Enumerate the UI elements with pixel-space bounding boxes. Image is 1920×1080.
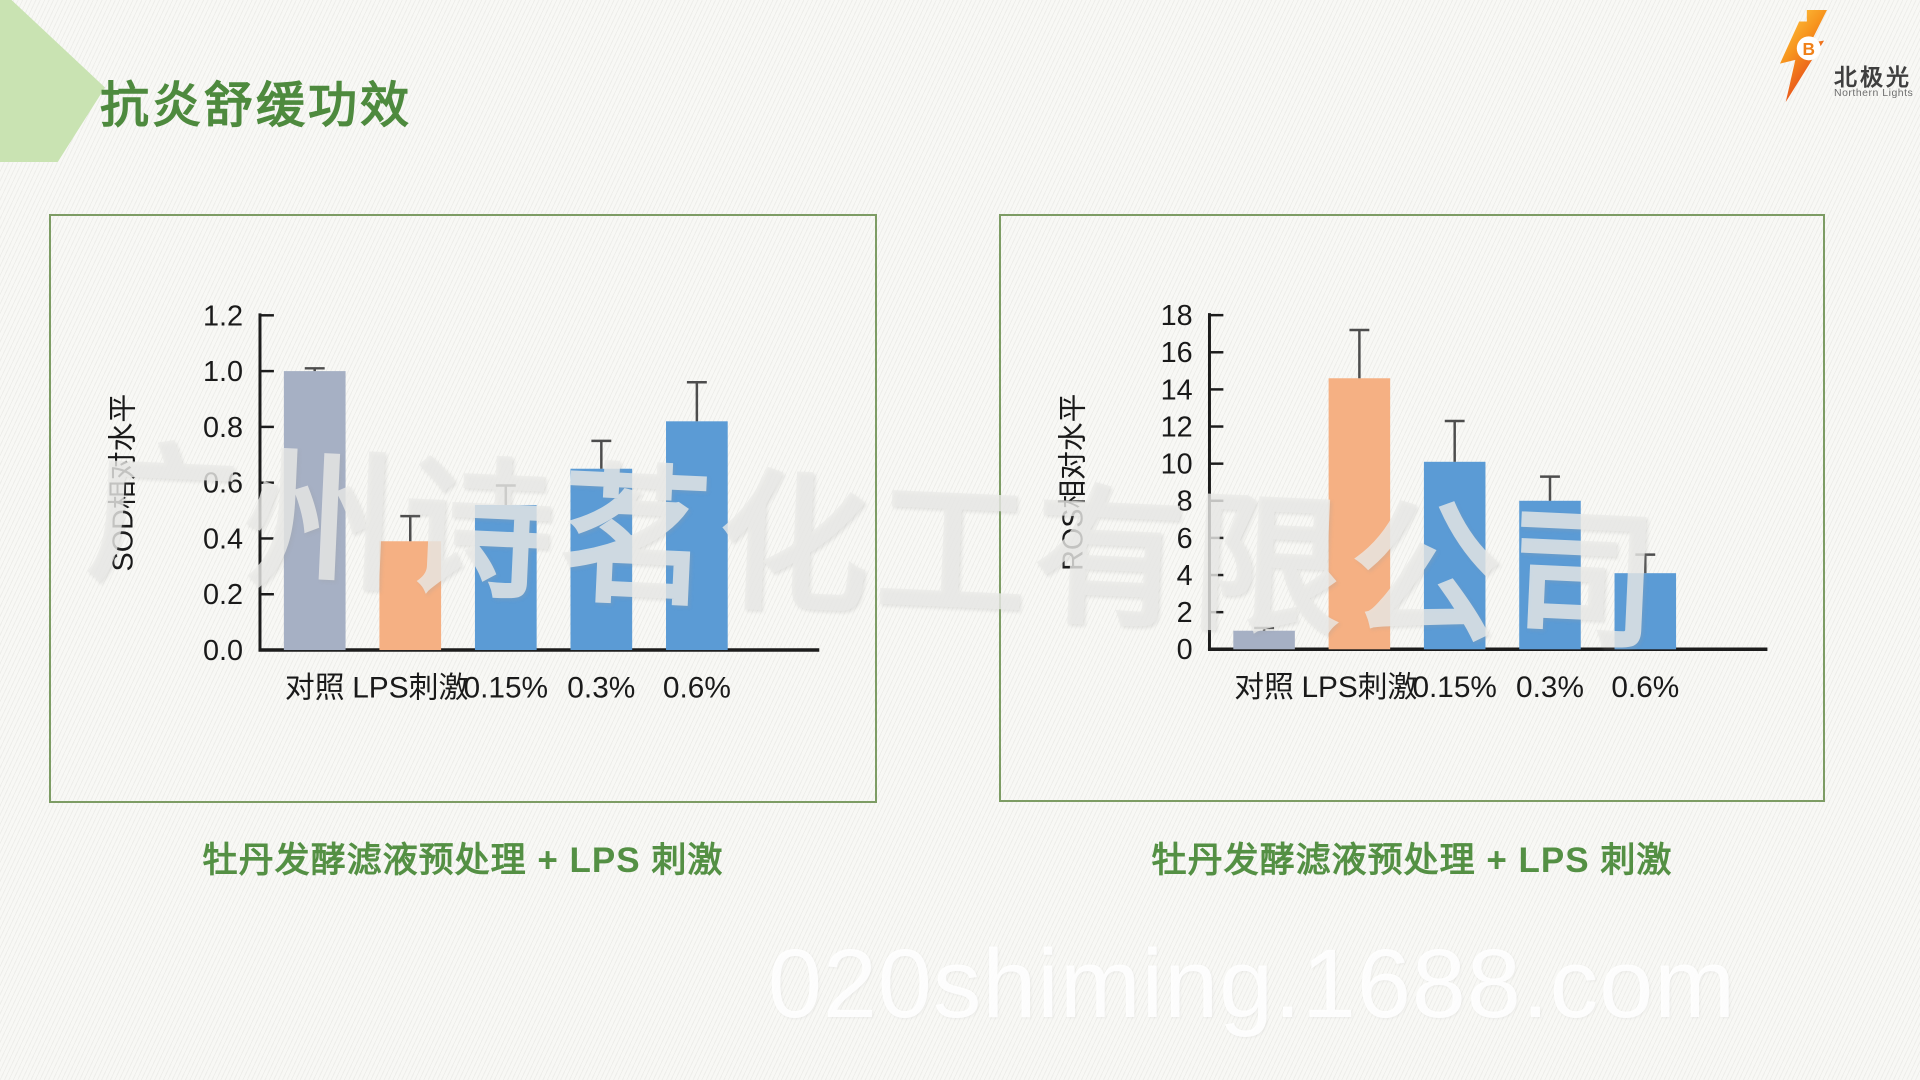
- svg-text:16: 16: [1161, 337, 1193, 369]
- svg-text:0.2: 0.2: [203, 579, 243, 611]
- brand-logo: B 北极光 Northern Lights: [1770, 6, 1915, 106]
- svg-text:0.8: 0.8: [203, 412, 243, 444]
- bolt-letter: B: [1803, 39, 1815, 59]
- svg-text:0.6%: 0.6%: [663, 672, 731, 705]
- svg-text:1.2: 1.2: [203, 300, 243, 332]
- svg-text:对照: 对照: [1234, 671, 1294, 704]
- svg-text:12: 12: [1161, 411, 1193, 443]
- bottom-watermark: 020shiming.1688.com: [768, 929, 1737, 1038]
- svg-text:2: 2: [1177, 597, 1193, 629]
- svg-text:SOD相对水平: SOD相对水平: [108, 394, 140, 572]
- svg-text:0.15%: 0.15%: [1412, 671, 1496, 704]
- svg-text:0: 0: [1177, 634, 1193, 666]
- lightning-bolt-icon: B: [1780, 10, 1827, 102]
- chart-panel-sod: 0.0 0.2 0.4 0.6 0.8 1.0 1.2 SOD相对水平对照 LPS刺激 0.15%…: [49, 214, 877, 803]
- svg-text:0.3%: 0.3%: [1516, 671, 1584, 704]
- svg-text:0.4: 0.4: [203, 523, 243, 555]
- svg-text:4: 4: [1177, 560, 1193, 592]
- svg-text:0.15%: 0.15%: [463, 672, 548, 705]
- svg-text:0.6: 0.6: [203, 468, 243, 500]
- brand-name-cn: 北极光: [1834, 64, 1912, 90]
- page-title: 抗炎舒缓功效: [100, 79, 413, 133]
- corner-chevron-decoration: [0, 0, 105, 162]
- svg-text:18: 18: [1161, 300, 1193, 332]
- svg-text:6: 6: [1177, 523, 1193, 555]
- svg-text:8: 8: [1177, 486, 1193, 518]
- chart-panel-ros: 0 2 4 6 8 10 12 14 16 18 ROS相对水平对照 LPS刺激 0.15% 0.3% 0.…: [999, 214, 1825, 802]
- chart-caption-sod: 牡丹发酵滤液预处理 + LPS 刺激: [202, 841, 724, 880]
- chart-caption-ros: 牡丹发酵滤液预处理 + LPS 刺激: [1151, 841, 1673, 880]
- svg-text:14: 14: [1161, 374, 1193, 406]
- svg-text:ROS相对水平: ROS相对水平: [1057, 394, 1089, 571]
- svg-text:LPS刺激: LPS刺激: [352, 672, 468, 705]
- svg-text:0.0: 0.0: [203, 635, 243, 667]
- svg-text:0.3%: 0.3%: [567, 672, 635, 705]
- brand-name-en: Northern Lights: [1834, 87, 1914, 99]
- svg-text:0.6%: 0.6%: [1611, 671, 1679, 704]
- svg-text:1.0: 1.0: [203, 356, 243, 388]
- svg-text:对照: 对照: [285, 672, 345, 705]
- svg-text:LPS刺激: LPS刺激: [1301, 671, 1417, 704]
- svg-text:10: 10: [1161, 449, 1193, 481]
- bolt-badge-circle: [1796, 36, 1821, 61]
